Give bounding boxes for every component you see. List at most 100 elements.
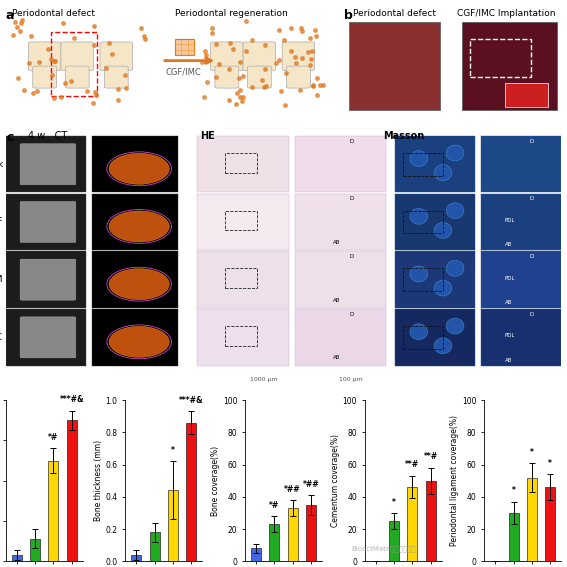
Bar bbox=[295, 251, 386, 308]
Text: Periodontal regeneration: Periodontal regeneration bbox=[175, 9, 287, 18]
Text: D: D bbox=[350, 138, 354, 143]
Text: AB: AB bbox=[505, 300, 513, 305]
Text: *#: *# bbox=[269, 501, 280, 510]
Text: 5 mm: 5 mm bbox=[83, 377, 101, 382]
Bar bbox=[295, 136, 386, 192]
Bar bbox=[92, 309, 178, 366]
Bar bbox=[48, 460, 58, 561]
Text: D: D bbox=[529, 254, 534, 259]
Text: CGF/IMC: CGF/IMC bbox=[165, 67, 201, 76]
Text: D: D bbox=[350, 312, 354, 317]
Text: Periodontal defect: Periodontal defect bbox=[12, 9, 95, 18]
Text: AB: AB bbox=[333, 356, 340, 361]
Ellipse shape bbox=[109, 327, 170, 357]
FancyBboxPatch shape bbox=[286, 66, 310, 88]
Bar bbox=[295, 194, 386, 250]
Ellipse shape bbox=[446, 145, 464, 161]
Text: PDL: PDL bbox=[505, 218, 515, 223]
Bar bbox=[30, 539, 40, 561]
Bar bbox=[470, 39, 531, 77]
FancyBboxPatch shape bbox=[210, 42, 243, 70]
Bar bbox=[6, 251, 86, 308]
Text: b: b bbox=[345, 9, 353, 22]
Text: 100 μm: 100 μm bbox=[339, 377, 363, 382]
FancyBboxPatch shape bbox=[349, 22, 440, 110]
Ellipse shape bbox=[109, 269, 170, 300]
Ellipse shape bbox=[109, 211, 170, 242]
Text: Periodontal defect: Periodontal defect bbox=[353, 9, 436, 18]
Bar bbox=[197, 309, 289, 366]
Bar bbox=[197, 251, 289, 308]
FancyBboxPatch shape bbox=[243, 42, 276, 70]
Ellipse shape bbox=[434, 338, 452, 354]
Bar bbox=[168, 490, 178, 561]
Bar bbox=[389, 521, 399, 561]
Bar bbox=[92, 136, 178, 192]
Ellipse shape bbox=[446, 260, 464, 276]
Ellipse shape bbox=[446, 318, 464, 334]
Bar bbox=[395, 194, 475, 250]
Text: *: * bbox=[511, 486, 515, 495]
Bar bbox=[6, 194, 86, 250]
Text: D: D bbox=[350, 254, 354, 259]
Text: **#: **# bbox=[424, 452, 438, 462]
Bar bbox=[197, 194, 289, 250]
FancyBboxPatch shape bbox=[104, 66, 128, 88]
Bar bbox=[527, 477, 537, 561]
Text: D: D bbox=[350, 196, 354, 201]
Text: *#: *# bbox=[48, 433, 58, 442]
FancyBboxPatch shape bbox=[20, 259, 76, 300]
Bar bbox=[51, 32, 97, 96]
FancyBboxPatch shape bbox=[33, 66, 57, 88]
Text: AB: AB bbox=[333, 298, 340, 303]
Bar bbox=[6, 309, 86, 366]
Text: CGF/IMC Implantation: CGF/IMC Implantation bbox=[457, 9, 556, 18]
Ellipse shape bbox=[410, 209, 428, 224]
Bar bbox=[426, 481, 435, 561]
FancyBboxPatch shape bbox=[65, 66, 89, 88]
Ellipse shape bbox=[410, 324, 428, 340]
Text: 4 w   CT: 4 w CT bbox=[28, 131, 67, 141]
Text: CGF: CGF bbox=[0, 218, 3, 226]
Ellipse shape bbox=[410, 151, 428, 167]
Bar bbox=[92, 251, 178, 308]
Text: ***#&: ***#& bbox=[60, 395, 84, 404]
Text: a: a bbox=[6, 9, 14, 22]
Y-axis label: Cementum coverage(%): Cementum coverage(%) bbox=[331, 434, 340, 527]
Bar bbox=[269, 524, 280, 561]
Text: *##: *## bbox=[285, 485, 301, 494]
Ellipse shape bbox=[434, 280, 452, 296]
Text: PDL: PDL bbox=[505, 333, 515, 338]
Bar bbox=[395, 251, 475, 308]
Text: AB: AB bbox=[333, 240, 340, 245]
FancyBboxPatch shape bbox=[282, 42, 315, 70]
Bar bbox=[251, 548, 261, 561]
Bar bbox=[306, 505, 316, 561]
Bar bbox=[225, 268, 257, 288]
Ellipse shape bbox=[434, 222, 452, 238]
Bar bbox=[225, 211, 257, 230]
Bar bbox=[545, 487, 555, 561]
Bar bbox=[6, 136, 86, 192]
Y-axis label: Bone coverage(%): Bone coverage(%) bbox=[211, 446, 220, 516]
Ellipse shape bbox=[410, 266, 428, 282]
Y-axis label: Periodontal ligament coverage(%): Periodontal ligament coverage(%) bbox=[450, 415, 459, 546]
Bar bbox=[403, 326, 443, 349]
Text: *: * bbox=[530, 447, 534, 456]
Text: D: D bbox=[529, 196, 534, 201]
Bar bbox=[481, 251, 561, 308]
Text: c: c bbox=[7, 131, 14, 144]
Text: 100 μm: 100 μm bbox=[531, 377, 555, 382]
Text: Blank: Blank bbox=[0, 160, 3, 169]
Bar bbox=[403, 153, 443, 176]
Text: AB: AB bbox=[505, 358, 513, 363]
Bar bbox=[505, 83, 548, 107]
Bar bbox=[12, 555, 22, 561]
FancyBboxPatch shape bbox=[20, 317, 76, 358]
Text: D: D bbox=[529, 138, 534, 143]
FancyBboxPatch shape bbox=[20, 144, 76, 185]
Text: HE: HE bbox=[200, 131, 215, 141]
Bar bbox=[481, 136, 561, 192]
Bar bbox=[403, 268, 443, 291]
Text: *: * bbox=[548, 459, 552, 468]
